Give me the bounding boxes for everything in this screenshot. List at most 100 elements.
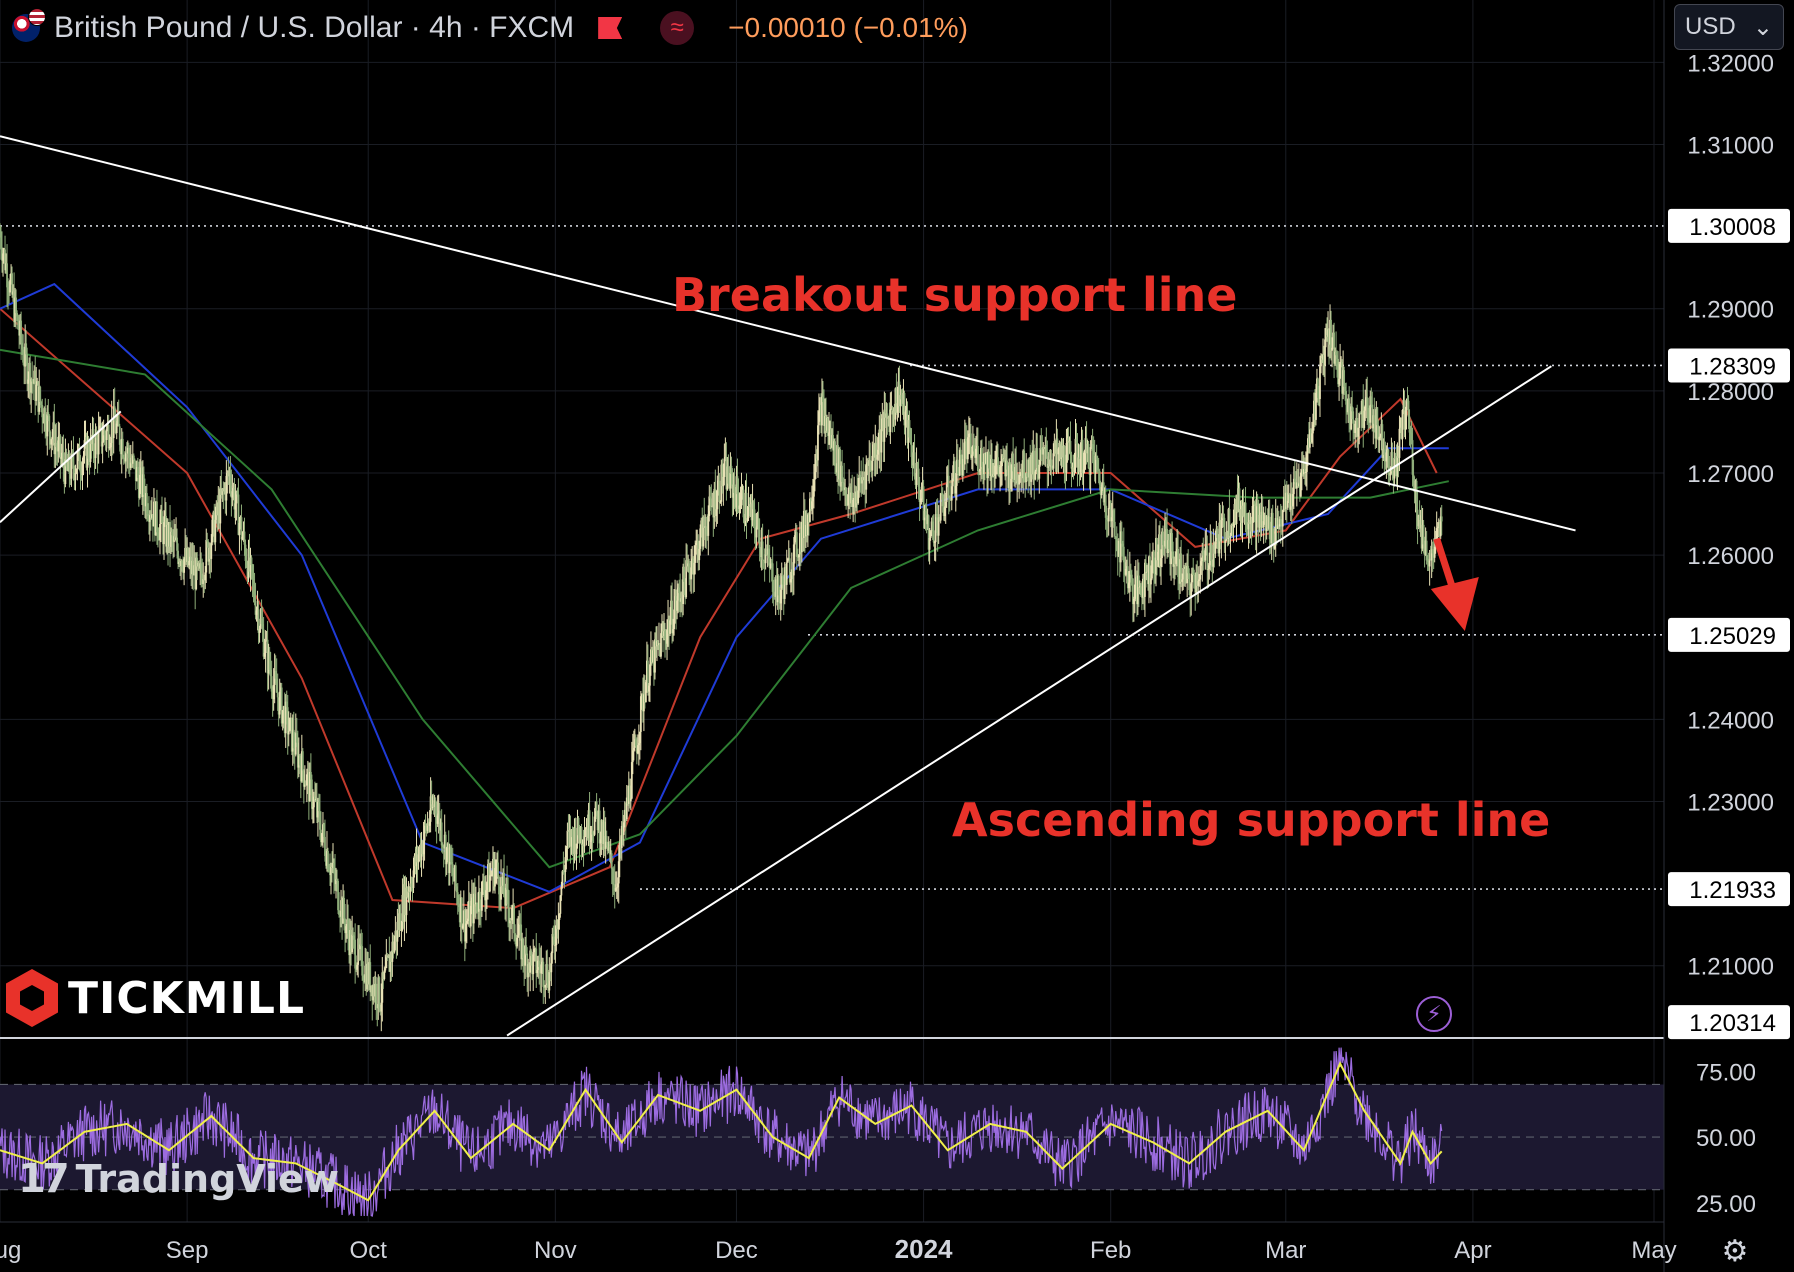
price-candle [920, 498, 923, 500]
price-candle [851, 492, 854, 507]
price-candle [1252, 502, 1255, 507]
price-candle [1388, 474, 1391, 476]
price-candle [1029, 459, 1032, 482]
gear-icon[interactable]: ⚙ [1721, 1234, 1749, 1268]
price-candle [704, 526, 707, 528]
price-candle [841, 465, 843, 482]
arrow-head [1430, 577, 1479, 632]
price-candle [1203, 555, 1206, 561]
price-candle [550, 953, 553, 973]
price-candle [571, 829, 574, 838]
price-candle [1063, 446, 1066, 469]
price-candle [1049, 459, 1052, 467]
price-candle [1025, 473, 1028, 482]
price-candle [1126, 566, 1129, 589]
price-candle [1361, 399, 1364, 415]
price-candle [936, 517, 939, 536]
price-candle [139, 467, 142, 475]
price-candle [556, 920, 559, 930]
price-candle [1251, 506, 1254, 532]
price-candle [1073, 467, 1076, 473]
price-candle [197, 562, 200, 567]
price-candle [962, 459, 965, 465]
price-candle [1042, 447, 1045, 455]
price-candle [252, 578, 255, 584]
price-candle [1340, 361, 1343, 365]
price-candle [723, 458, 726, 477]
price-candle [681, 598, 684, 605]
y-tick-label: 1.23000 [1687, 789, 1774, 816]
price-candle [1309, 429, 1311, 448]
price-candle [130, 462, 133, 464]
price-candle [740, 492, 743, 506]
price-candle [1267, 516, 1270, 529]
price-candle [600, 820, 603, 840]
rsi-tick-label: 50.00 [1696, 1125, 1756, 1152]
price-candle [432, 804, 435, 807]
price-candle [986, 452, 988, 479]
price-candle [838, 449, 840, 480]
price-candle [782, 584, 785, 599]
price-candle [1362, 399, 1365, 429]
price-candle [1000, 466, 1002, 468]
price-candle [1035, 448, 1038, 472]
price-candle [876, 454, 879, 460]
price-candle [456, 892, 459, 905]
price-candle [1238, 488, 1241, 518]
price-candle [485, 890, 487, 901]
price-candle [367, 963, 370, 985]
price-candle [1336, 355, 1338, 359]
price-candle [506, 883, 508, 890]
price-candle [824, 415, 826, 426]
price-candle [932, 530, 935, 543]
price-candle [300, 751, 303, 782]
price-candle [328, 870, 330, 872]
price-candle [908, 420, 911, 438]
price-candle [1256, 503, 1259, 507]
price-candle [848, 486, 851, 495]
price-candle [356, 964, 359, 970]
price-candle [1243, 502, 1246, 517]
price-candle [881, 418, 884, 430]
price-candle [606, 841, 609, 851]
price-candle [1174, 563, 1177, 565]
price-candle [314, 796, 316, 800]
price-candle [1122, 546, 1125, 563]
price-candle [751, 502, 754, 521]
price-candle [1297, 483, 1300, 487]
price-candle [1171, 533, 1173, 552]
price-candle [1418, 515, 1421, 529]
price-candle [1161, 531, 1163, 559]
price-candle [258, 628, 261, 633]
price-candle [384, 968, 387, 971]
currency-select[interactable]: USD ⌄ [1674, 4, 1784, 50]
lightning-icon[interactable]: ⚡ [1416, 996, 1452, 1032]
price-candle [57, 440, 60, 452]
price-candle [1290, 494, 1293, 507]
price-candle [170, 531, 172, 547]
price-candle [1183, 567, 1186, 569]
price-candle [554, 945, 557, 947]
flag-marker-icon[interactable] [598, 17, 623, 39]
price-candle [613, 884, 616, 891]
price-candle [1094, 455, 1097, 474]
price-candle [1419, 519, 1422, 529]
price-candle [327, 851, 329, 871]
price-candle [172, 535, 174, 542]
price-candle [1266, 515, 1269, 529]
price-candle [821, 396, 823, 426]
price-candle [245, 560, 248, 566]
price-candle [805, 524, 808, 536]
approx-icon[interactable]: ≈ [660, 11, 695, 45]
symbol-title[interactable]: British Pound / U.S. Dollar · 4h · FXCM [54, 11, 575, 44]
price-candle [787, 558, 790, 560]
price-candle [511, 908, 513, 921]
price-candle [411, 887, 414, 889]
price-candle [153, 501, 155, 527]
price-candle [244, 544, 247, 561]
price-candle [659, 643, 661, 657]
price-candle [536, 969, 539, 974]
price-candle [1014, 464, 1017, 480]
price-candle [164, 515, 166, 523]
